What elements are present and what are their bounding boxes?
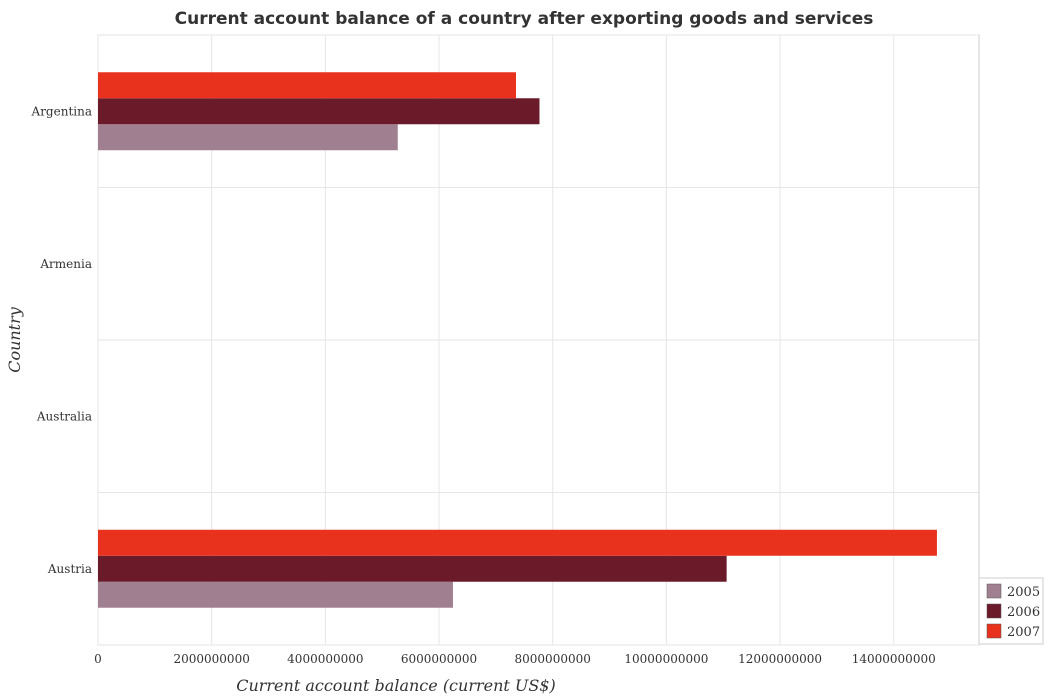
bar-argentina-2006: [98, 98, 540, 125]
x-tick-label: 4000000000: [287, 652, 363, 666]
legend-label-2005: 2005: [1007, 585, 1040, 600]
y-tick-label: Austria: [47, 562, 92, 576]
chart-title: Current account balance of a country aft…: [175, 9, 874, 29]
bar-austria-2007: [98, 529, 937, 556]
x-tick-label: 12000000000: [738, 652, 822, 666]
legend: 2005 2006 2007: [978, 577, 1044, 645]
legend-swatch-2006: [986, 603, 1002, 619]
bar-austria-2006: [98, 555, 727, 582]
y-tick-label: Armenia: [39, 257, 92, 271]
bar-austria-2005: [98, 581, 453, 608]
y-axis-label: Country: [5, 306, 24, 373]
x-tick-label: 14000000000: [852, 652, 936, 666]
bars-group: [98, 72, 937, 608]
x-tick-label: 6000000000: [401, 652, 477, 666]
legend-label-2007: 2007: [1007, 625, 1040, 640]
x-tick-label: 0: [94, 652, 102, 666]
legend-swatch-2007: [986, 623, 1002, 639]
x-tick-label: 8000000000: [515, 652, 591, 666]
y-tick-label: Australia: [36, 409, 92, 423]
bar-argentina-2007: [98, 72, 516, 99]
y-tick-label: Argentina: [31, 104, 92, 118]
x-tick-labels: 0 2000000000 4000000000 6000000000 800000000…: [94, 652, 936, 666]
legend-label-2006: 2006: [1007, 605, 1040, 620]
x-axis-label: Current account balance (current US$): [236, 676, 556, 695]
legend-swatch-2005: [986, 583, 1002, 599]
x-tick-label: 10000000000: [624, 652, 708, 666]
bar-argentina-2005: [98, 124, 398, 151]
y-tick-labels: Argentina Armenia Australia Austria: [31, 104, 92, 576]
x-tick-label: 2000000000: [173, 652, 249, 666]
